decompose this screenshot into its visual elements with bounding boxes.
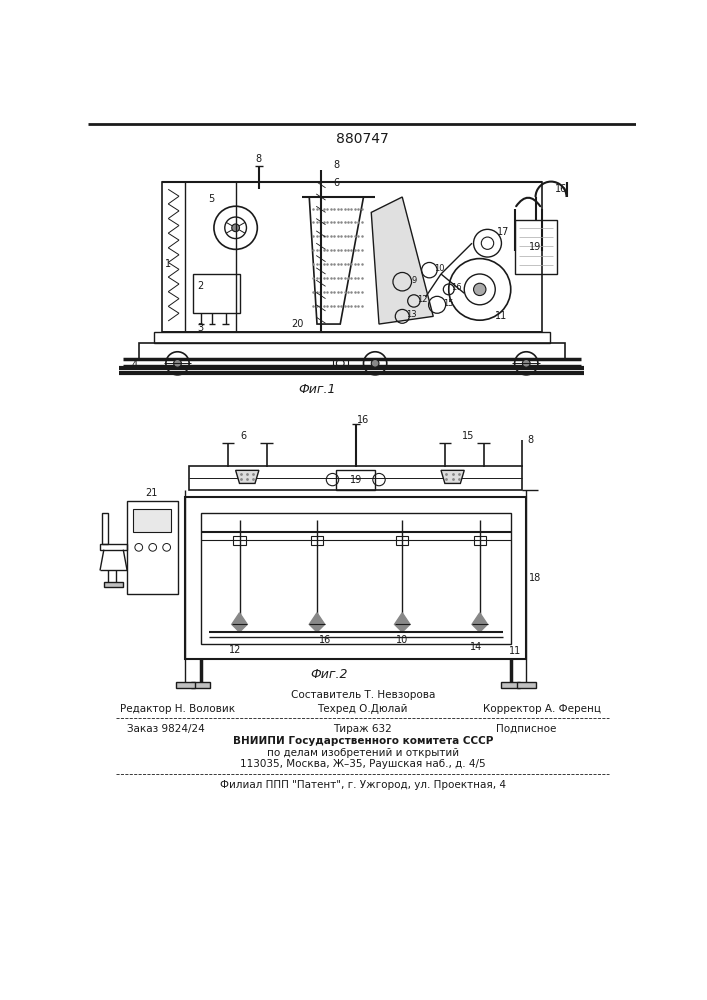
Circle shape bbox=[174, 359, 182, 367]
Text: Подписное: Подписное bbox=[496, 724, 556, 734]
Circle shape bbox=[474, 283, 486, 296]
Bar bbox=[154, 332, 549, 343]
Bar bbox=[515, 220, 557, 274]
Text: Корректор А. Ференц: Корректор А. Ференц bbox=[483, 704, 601, 714]
Text: 11: 11 bbox=[508, 646, 521, 656]
Bar bbox=[185, 497, 526, 659]
Bar bbox=[396, 536, 409, 545]
Text: 14: 14 bbox=[469, 642, 482, 652]
Text: 11: 11 bbox=[496, 311, 508, 321]
Text: Фиг.1: Фиг.1 bbox=[298, 383, 336, 396]
Bar bbox=[501, 682, 520, 688]
Text: 10: 10 bbox=[434, 264, 445, 273]
Bar bbox=[474, 536, 486, 545]
Text: 5: 5 bbox=[208, 194, 214, 204]
Text: 2: 2 bbox=[198, 281, 204, 291]
Text: Филиал ППП "Патент", г. Ужгород, ул. Проектная, 4: Филиал ППП "Патент", г. Ужгород, ул. Про… bbox=[220, 780, 506, 790]
Text: 8: 8 bbox=[256, 153, 262, 163]
Text: Тираж 632: Тираж 632 bbox=[333, 724, 392, 734]
Text: 12: 12 bbox=[417, 295, 428, 304]
Text: 18: 18 bbox=[530, 573, 542, 583]
Bar bbox=[102, 513, 107, 544]
Circle shape bbox=[371, 359, 379, 367]
Text: ВНИИПИ Государственного комитета СССР: ВНИИПИ Государственного комитета СССР bbox=[233, 736, 493, 746]
Bar bbox=[311, 536, 323, 545]
Text: 3: 3 bbox=[198, 323, 204, 333]
Bar bbox=[192, 682, 210, 688]
Circle shape bbox=[232, 224, 240, 232]
Text: Заказ 9824/24: Заказ 9824/24 bbox=[127, 724, 205, 734]
Text: 9: 9 bbox=[411, 276, 416, 285]
Text: Редактор Н. Воловик: Редактор Н. Воловик bbox=[120, 704, 235, 714]
Bar bbox=[517, 682, 535, 688]
Bar bbox=[233, 536, 246, 545]
Text: 15: 15 bbox=[462, 431, 474, 441]
Bar bbox=[162, 182, 542, 332]
Text: 13: 13 bbox=[407, 310, 417, 319]
Text: 6: 6 bbox=[240, 431, 247, 441]
Bar bbox=[100, 543, 127, 550]
Bar bbox=[176, 682, 194, 688]
Text: 8: 8 bbox=[333, 160, 339, 170]
Bar bbox=[193, 274, 240, 312]
Text: 19: 19 bbox=[350, 475, 362, 485]
Circle shape bbox=[522, 359, 530, 367]
Text: 113035, Москва, Ж–35, Раушская наб., д. 4/5: 113035, Москва, Ж–35, Раушская наб., д. … bbox=[240, 759, 486, 769]
Bar bbox=[104, 582, 123, 587]
Bar bbox=[189, 466, 522, 490]
Text: 16: 16 bbox=[319, 635, 331, 645]
Bar bbox=[337, 470, 375, 490]
Bar bbox=[139, 343, 565, 359]
Text: 17: 17 bbox=[497, 227, 509, 237]
Bar bbox=[332, 359, 348, 368]
Polygon shape bbox=[395, 613, 410, 632]
Text: 12: 12 bbox=[230, 645, 242, 655]
Text: 1: 1 bbox=[165, 259, 171, 269]
Text: Техред О.Дюлай: Техред О.Дюлай bbox=[317, 704, 408, 714]
Text: 15: 15 bbox=[443, 299, 453, 308]
Text: 16: 16 bbox=[357, 415, 370, 425]
Polygon shape bbox=[371, 197, 433, 324]
Polygon shape bbox=[309, 613, 325, 632]
Text: 4: 4 bbox=[132, 360, 138, 370]
Text: 6: 6 bbox=[333, 178, 339, 188]
Polygon shape bbox=[472, 613, 488, 632]
Bar bbox=[134, 509, 171, 532]
Polygon shape bbox=[441, 470, 464, 483]
Text: 16: 16 bbox=[451, 283, 462, 292]
Bar bbox=[127, 501, 177, 594]
Text: 880747: 880747 bbox=[337, 132, 389, 146]
Text: по делам изобретений и открытий: по делам изобретений и открытий bbox=[267, 748, 459, 758]
Bar bbox=[201, 513, 510, 644]
Text: 20: 20 bbox=[291, 319, 304, 329]
Text: 16: 16 bbox=[555, 184, 567, 194]
Text: 21: 21 bbox=[146, 488, 158, 498]
Text: 8: 8 bbox=[527, 435, 533, 445]
Text: 19: 19 bbox=[530, 242, 542, 252]
Polygon shape bbox=[235, 470, 259, 483]
Text: 10: 10 bbox=[396, 635, 409, 645]
Text: Составитель Т. Невзорова: Составитель Т. Невзорова bbox=[291, 690, 435, 700]
Polygon shape bbox=[232, 613, 247, 632]
Text: Фиг.2: Фиг.2 bbox=[310, 668, 347, 681]
